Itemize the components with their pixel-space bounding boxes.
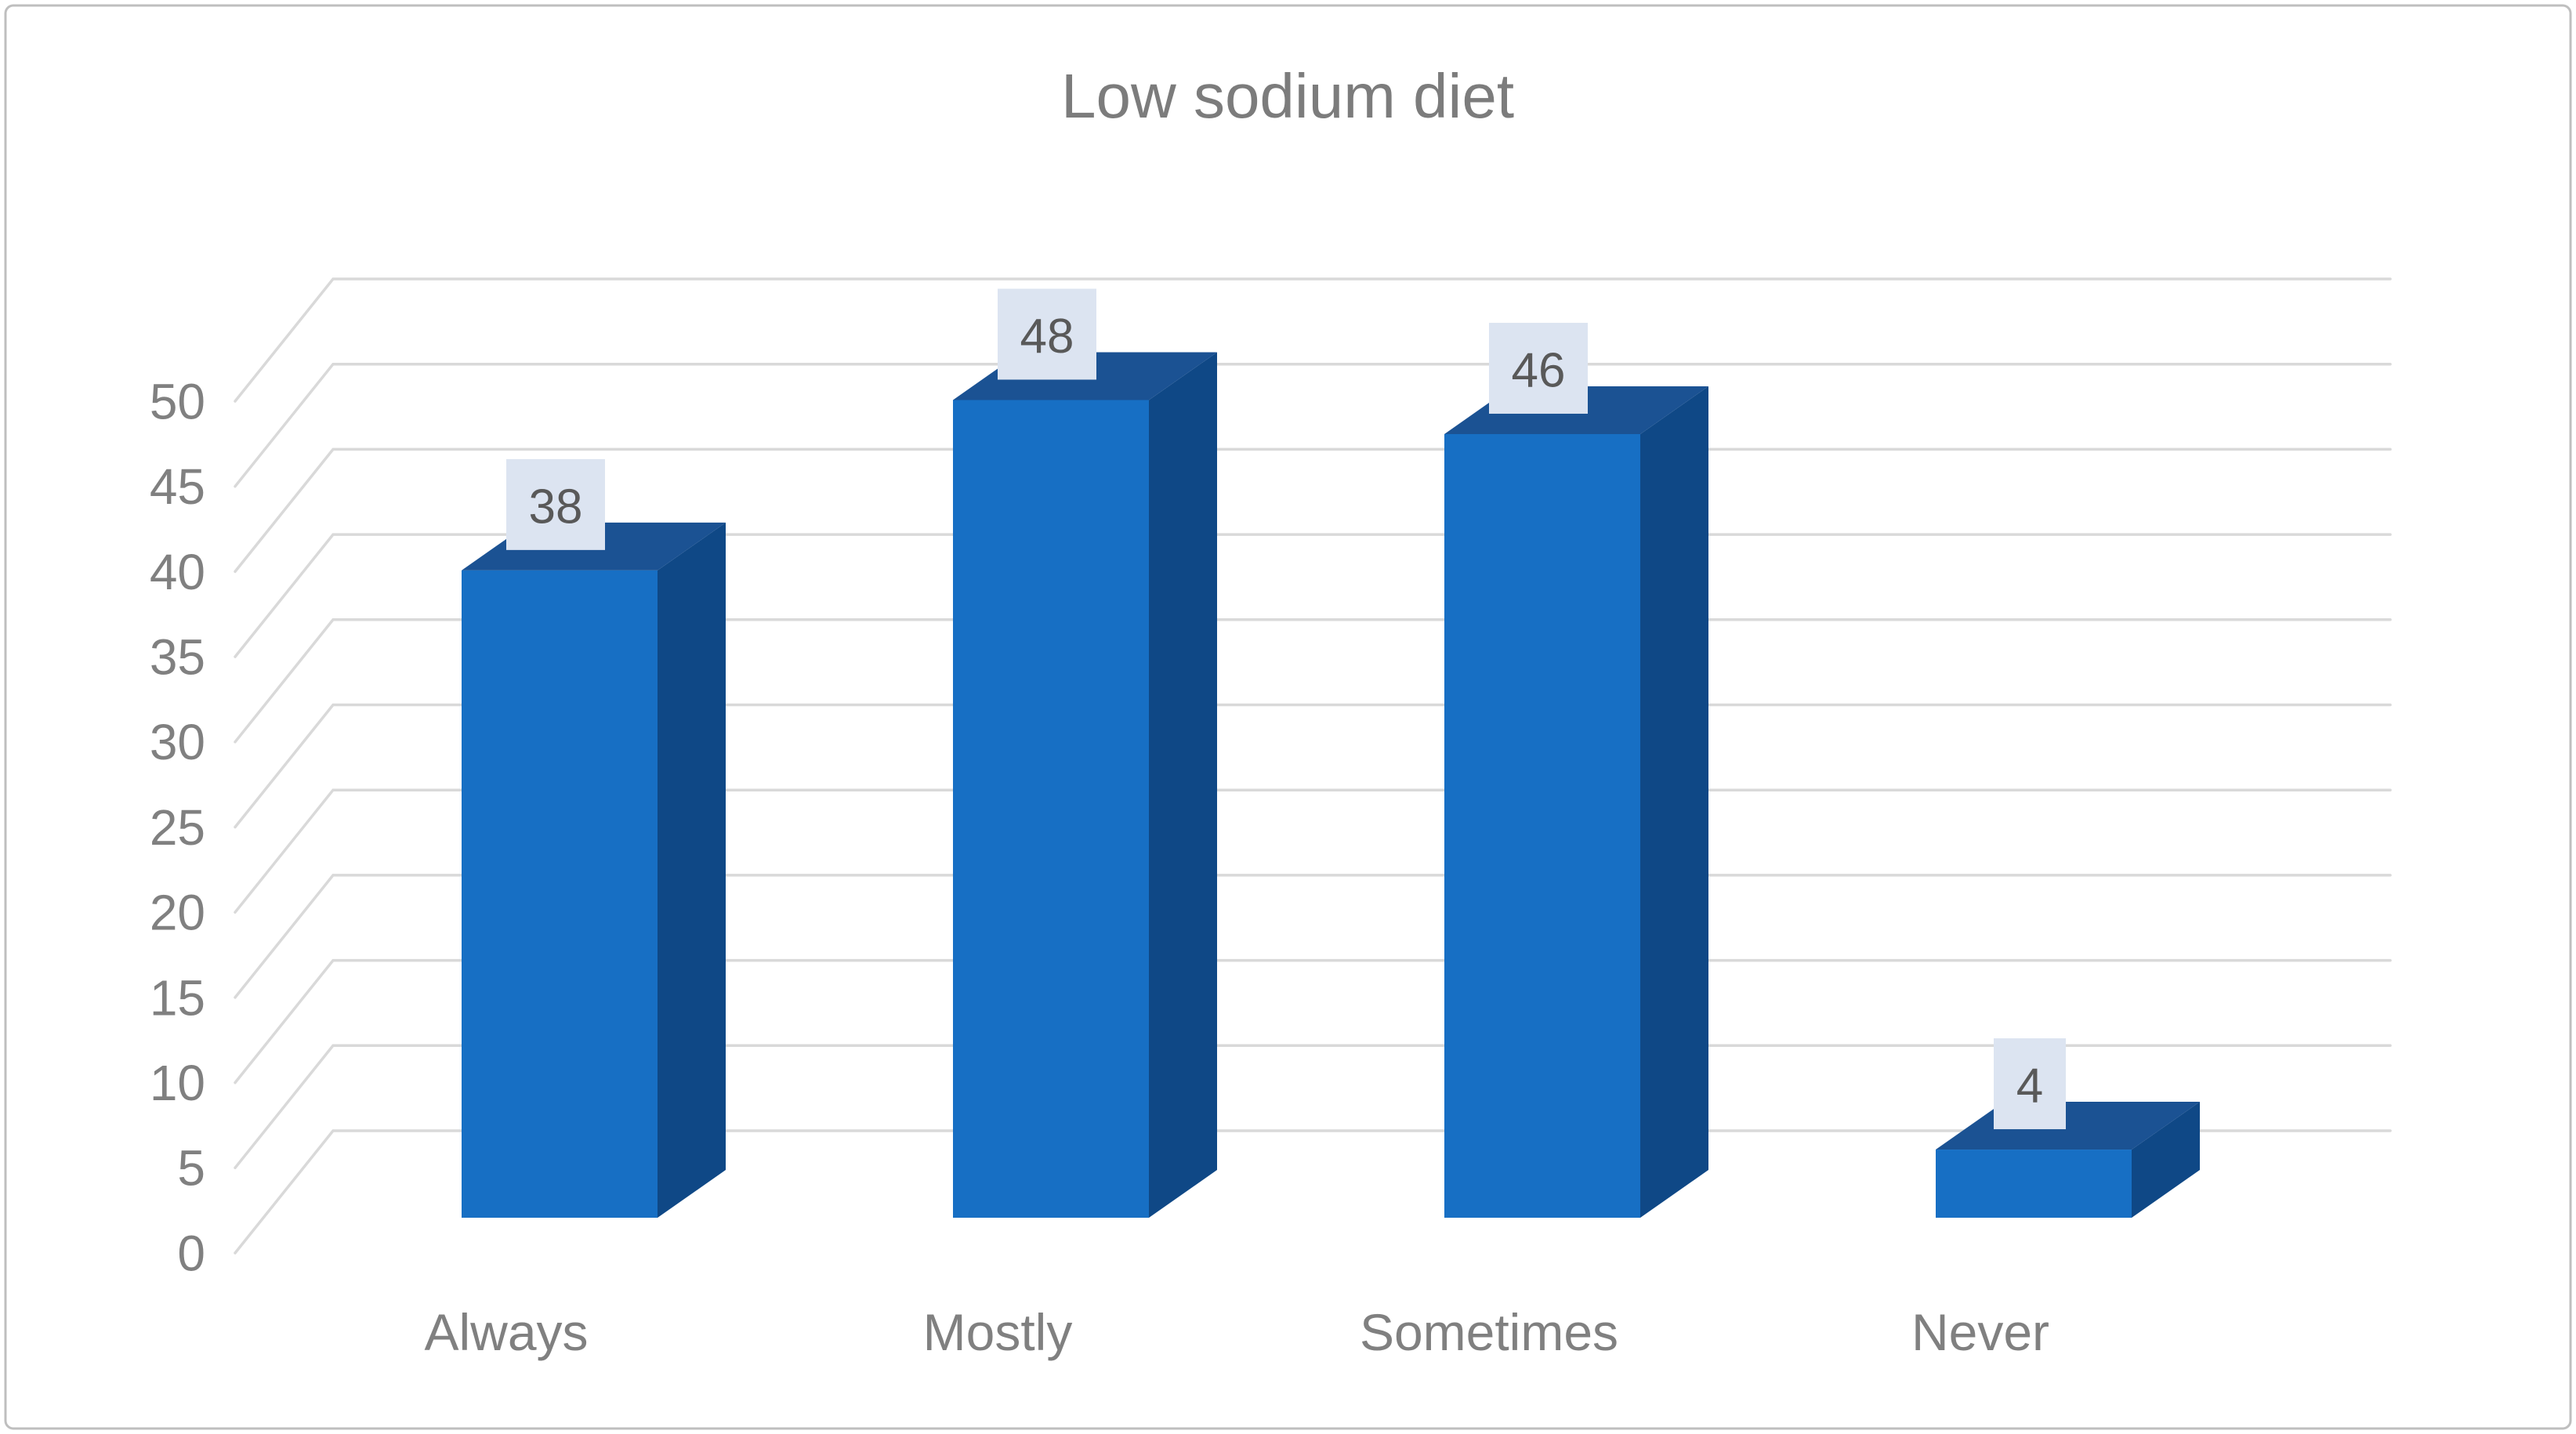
category-label-mostly: Mostly (923, 1303, 1073, 1361)
gridlines-layer (234, 277, 2392, 1255)
y-axis-tick-label-45: 45 (150, 458, 205, 515)
bar-always (462, 522, 726, 1218)
data-label-value: 38 (529, 480, 583, 534)
data-label-box (506, 458, 605, 550)
bar-front-face (1444, 433, 1640, 1218)
data-label-always: 38 (506, 458, 605, 550)
y-axis-tick-label-35: 35 (150, 629, 205, 686)
data-labels-layer: 38 48 46 4 (506, 288, 2066, 1130)
category-labels-layer: Always Mostly Sometimes Never (424, 1303, 2049, 1361)
bar-mostly (953, 352, 1217, 1219)
chart-title: Low sodium diet (1061, 61, 1514, 131)
y-axis-tick-label-10: 10 (150, 1055, 205, 1111)
bar-side-face (658, 522, 726, 1218)
y-axis-tick-label-0: 0 (177, 1225, 205, 1281)
y-axis-tick-label-20: 20 (150, 885, 205, 941)
data-label-box (1994, 1038, 2066, 1130)
y-axis-tick-label-50: 50 (150, 373, 205, 429)
data-label-value: 46 (1512, 344, 1566, 398)
bar-front-face (462, 570, 658, 1218)
data-label-box (998, 288, 1096, 380)
y-axis-tick-label-5: 5 (177, 1140, 205, 1197)
bar-side-face (2132, 1102, 2200, 1218)
y-axis-tick-label-15: 15 (150, 969, 205, 1026)
y-axis-tick-label-40: 40 (150, 544, 205, 600)
bar-front-face (1936, 1150, 2132, 1218)
data-label-sometimes: 46 (1489, 322, 1588, 414)
data-label-value: 4 (2016, 1059, 2043, 1114)
bar-sometimes (1444, 386, 1708, 1219)
category-label-never: Never (1911, 1303, 2049, 1361)
gridline-50 (234, 277, 2392, 403)
category-label-sometimes: Sometimes (1360, 1303, 1618, 1361)
bar-front-face (953, 400, 1149, 1219)
bar-side-face (1640, 386, 1708, 1219)
chart-border (4, 4, 2572, 1430)
bars-layer (462, 352, 2200, 1219)
data-label-box (1489, 322, 1588, 414)
data-label-never: 4 (1994, 1038, 2066, 1130)
category-label-always: Always (424, 1303, 588, 1361)
gridline-45 (234, 362, 2392, 488)
y-axis-tick-label-25: 25 (150, 799, 205, 856)
bar-side-face (1149, 352, 1217, 1219)
y-axis-tick-label-30: 30 (150, 714, 205, 770)
y-axis-labels-layer: 0 5 10 15 20 25 30 35 40 45 50 (150, 373, 205, 1281)
data-label-value: 48 (1020, 310, 1074, 364)
data-label-mostly: 48 (998, 288, 1096, 380)
